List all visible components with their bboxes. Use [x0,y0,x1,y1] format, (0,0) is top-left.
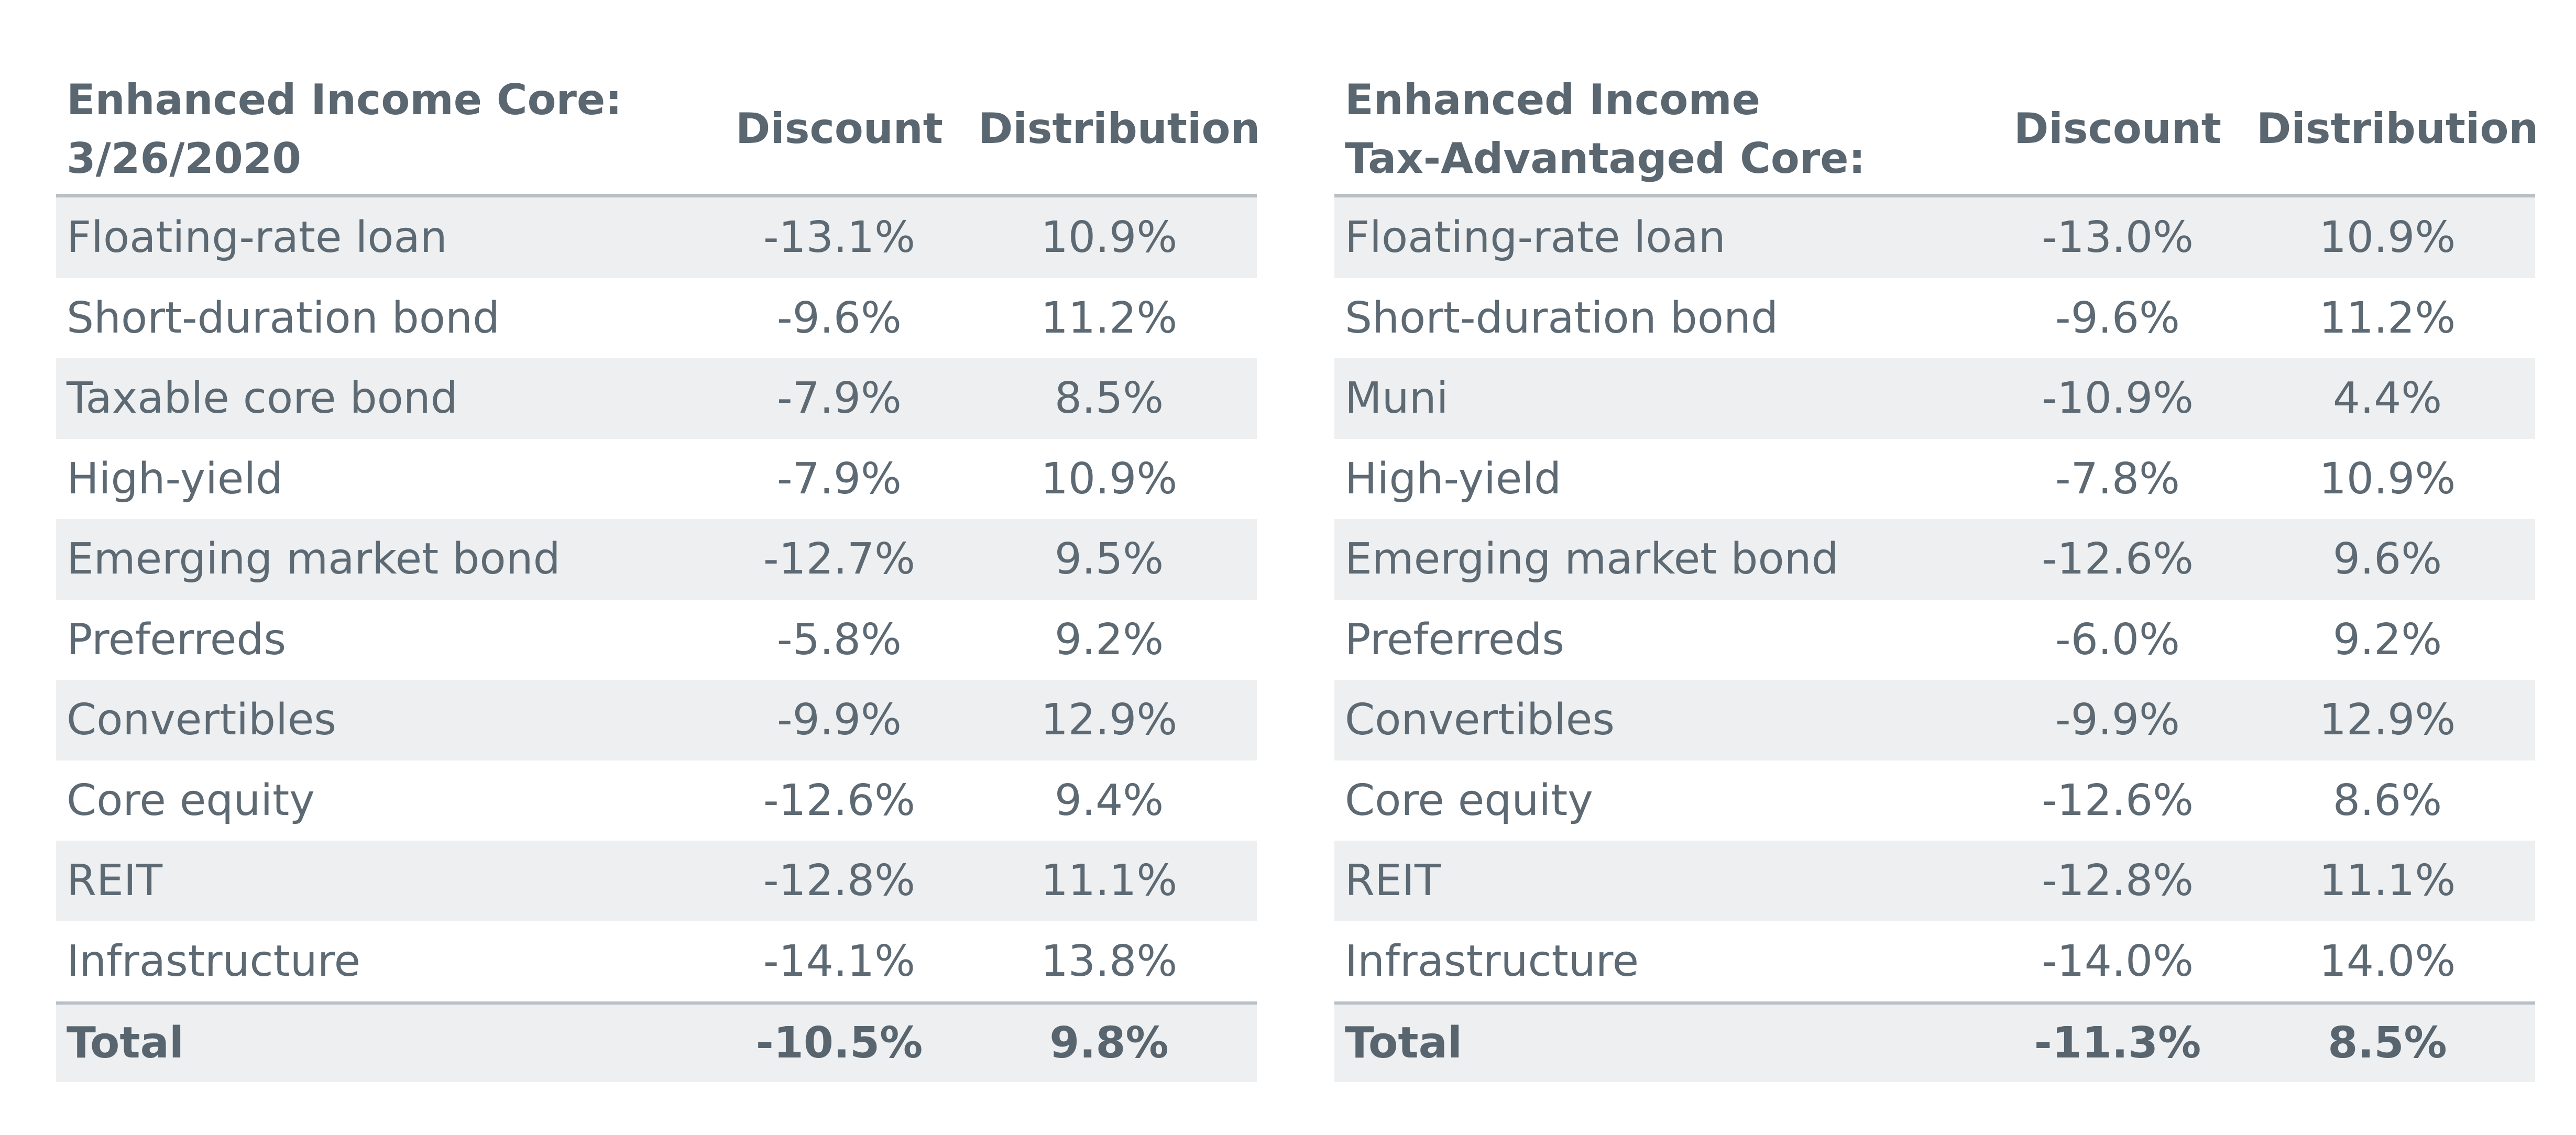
discount-value: -5.8% [777,614,902,665]
discount-value: -9.9% [777,695,902,745]
distribution-value: 9.2% [1054,614,1164,665]
row-label: REIT [67,856,163,906]
distribution-value: 4.4% [2332,373,2442,423]
row-label: Floating-rate loan [1345,213,1726,262]
distribution-value: 10.9% [1040,213,1178,262]
row-label: Convertibles [67,695,337,745]
row-label: Infrastructure [67,936,361,986]
distribution-value: 11.2% [2319,293,2456,343]
column-header-discount: Discount [736,104,943,153]
row-label: Core equity [67,775,315,825]
table-row: Preferreds -6.0% 9.2% [1334,600,2535,680]
discount-value: -7.9% [777,454,902,504]
discount-value: -9.6% [777,293,902,343]
table-row: Emerging market bond -12.6% 9.6% [1334,519,2535,600]
row-label: Emerging market bond [1345,534,1839,584]
row-label: Muni [1345,373,1449,423]
row-label: Taxable core bond [67,373,458,423]
discount-value: -10.5% [755,1018,923,1068]
distribution-value: 11.1% [1040,856,1178,906]
discount-value: -14.0% [2041,936,2194,986]
distribution-value: 11.1% [2319,856,2456,906]
distribution-value: 8.5% [1054,373,1164,423]
row-label: Infrastructure [1345,936,1639,986]
distribution-value: 8.5% [2328,1018,2447,1068]
distribution-value: 11.2% [1040,293,1178,343]
distribution-value: 9.5% [1054,534,1164,584]
table-enhanced-income-core: Enhanced Income Core: 3/26/2020 Discount… [56,0,1260,1082]
discount-value: -12.6% [2041,775,2194,825]
table-row: Muni -10.9% 4.4% [1334,358,2535,439]
row-label: Emerging market bond [67,534,561,584]
table-row: Core equity -12.6% 9.4% [56,761,1257,841]
discount-value: -7.8% [2055,454,2180,504]
distribution-value: 10.9% [2319,213,2456,262]
distribution-value: 9.8% [1049,1018,1169,1068]
row-label: Convertibles [1345,695,1615,745]
discount-value: -13.0% [2041,213,2194,262]
row-label: Preferreds [67,614,287,665]
discount-value: -6.0% [2055,614,2180,665]
row-label: Short-duration bond [67,293,500,343]
discount-value: -11.3% [2034,1018,2201,1068]
discount-value: -12.6% [763,775,916,825]
discount-value: -12.8% [763,856,916,906]
table-row: Core equity -12.6% 8.6% [1334,761,2535,841]
distribution-value: 14.0% [2319,936,2456,986]
table-header: Enhanced Income Core: 3/26/2020 Discount… [56,0,1260,197]
discount-value: -9.9% [2055,695,2180,745]
table-row: Taxable core bond -7.9% 8.5% [56,358,1257,439]
row-label: High-yield [1345,454,1562,504]
row-label: Total [67,1018,184,1068]
distribution-value: 9.4% [1054,775,1164,825]
table-total-row: Total -11.3% 8.5% [1334,1001,2535,1082]
discount-value: -12.6% [2041,534,2194,584]
discount-value: -13.1% [763,213,916,262]
table-row: Infrastructure -14.0% 14.0% [1334,921,2535,1002]
table-row: Short-duration bond -9.6% 11.2% [1334,278,2535,359]
discount-value: -10.9% [2041,373,2194,423]
row-label: Preferreds [1345,614,1565,665]
table-header: Enhanced Income Tax-Advantaged Core: 3/2… [1334,0,2539,241]
table-row: REIT -12.8% 11.1% [1334,841,2535,921]
distribution-value: 13.8% [1040,936,1178,986]
distribution-value: 10.9% [2319,454,2456,504]
row-label: High-yield [67,454,283,504]
table-row: Infrastructure -14.1% 13.8% [56,921,1257,1002]
table-row: Convertibles -9.9% 12.9% [1334,680,2535,761]
row-label: Total [1345,1018,1463,1068]
distribution-value: 10.9% [1040,454,1178,504]
row-label: REIT [1345,856,1441,906]
discount-value: -12.8% [2041,856,2194,906]
table-title: Enhanced Income Core: 3/26/2020 [67,75,622,183]
discount-value: -7.9% [777,373,902,423]
table-row: High-yield -7.9% 10.9% [56,439,1257,520]
table-body: Floating-rate loan -13.1% 10.9% Short-durat… [56,197,1257,1082]
table-enhanced-income-tax-advantaged-core: Enhanced Income Tax-Advantaged Core: 3/2… [1334,0,2539,1082]
discount-value: -14.1% [763,936,916,986]
row-label: Floating-rate loan [67,213,447,262]
table-row: Floating-rate loan -13.1% 10.9% [56,197,1257,278]
column-header-distribution: Distribution [978,104,1260,153]
discount-value: -9.6% [2055,293,2180,343]
table-row: Floating-rate loan -13.0% 10.9% [1334,197,2535,278]
row-label: Short-duration bond [1345,293,1779,343]
distribution-value: 9.6% [2332,534,2442,584]
table-total-row: Total -10.5% 9.8% [56,1001,1257,1082]
distribution-value: 8.6% [2332,775,2442,825]
distribution-value: 9.2% [2332,614,2442,665]
distribution-value: 12.9% [2319,695,2456,745]
distribution-value: 12.9% [1040,695,1178,745]
table-row: REIT -12.8% 11.1% [56,841,1257,921]
table-body: Floating-rate loan -13.0% 10.9% Short-durat… [1334,197,2535,1082]
table-row: Short-duration bond -9.6% 11.2% [56,278,1257,359]
row-label: Core equity [1345,775,1593,825]
table-row: Convertibles -9.9% 12.9% [56,680,1257,761]
column-header-distribution: Distribution [2256,104,2539,153]
discount-value: -12.7% [763,534,916,584]
table-row: Preferreds -5.8% 9.2% [56,600,1257,680]
table-row: High-yield -7.8% 10.9% [1334,439,2535,520]
column-header-discount: Discount [2014,104,2221,153]
table-row: Emerging market bond -12.7% 9.5% [56,519,1257,600]
